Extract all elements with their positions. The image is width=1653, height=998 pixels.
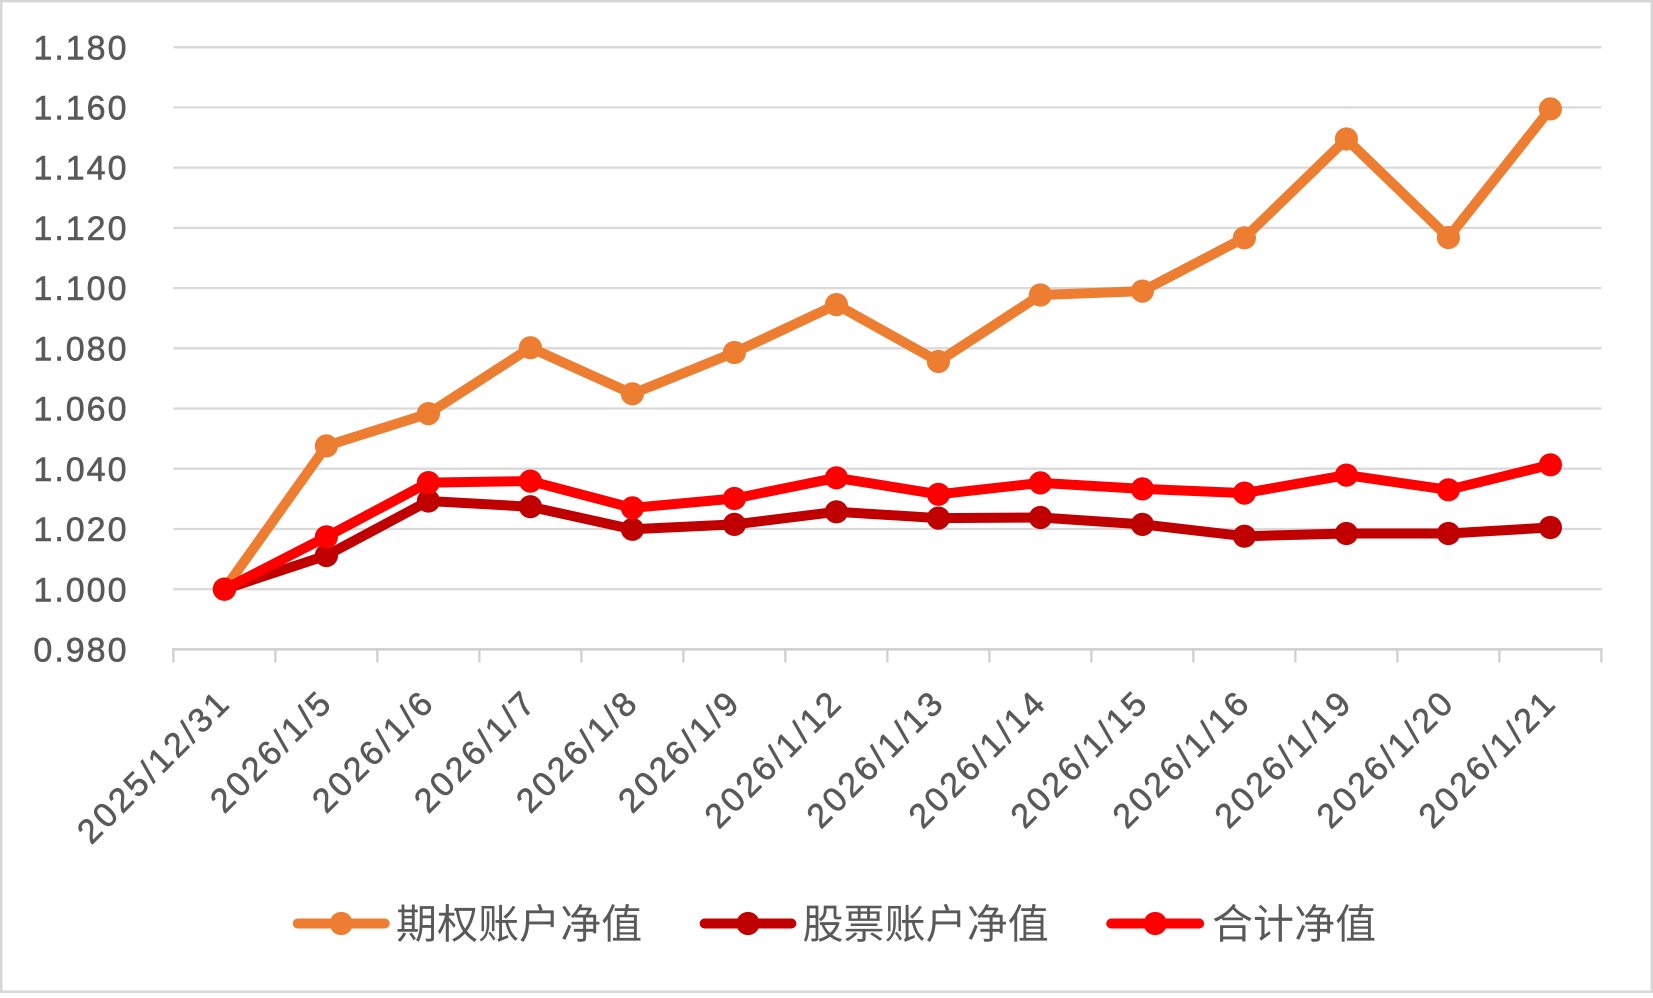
svg-text:1.100: 1.100	[33, 270, 128, 308]
svg-text:1.040: 1.040	[33, 451, 128, 489]
svg-text:1.120: 1.120	[33, 210, 128, 248]
svg-text:1.060: 1.060	[33, 391, 128, 429]
svg-text:0.980: 0.980	[33, 632, 128, 670]
svg-text:1.020: 1.020	[33, 511, 128, 549]
svg-text:1.080: 1.080	[33, 330, 128, 368]
svg-text:1.000: 1.000	[33, 571, 128, 609]
svg-text:1.160: 1.160	[33, 90, 128, 128]
svg-text:1.140: 1.140	[33, 150, 128, 188]
svg-text:1.180: 1.180	[33, 29, 128, 67]
